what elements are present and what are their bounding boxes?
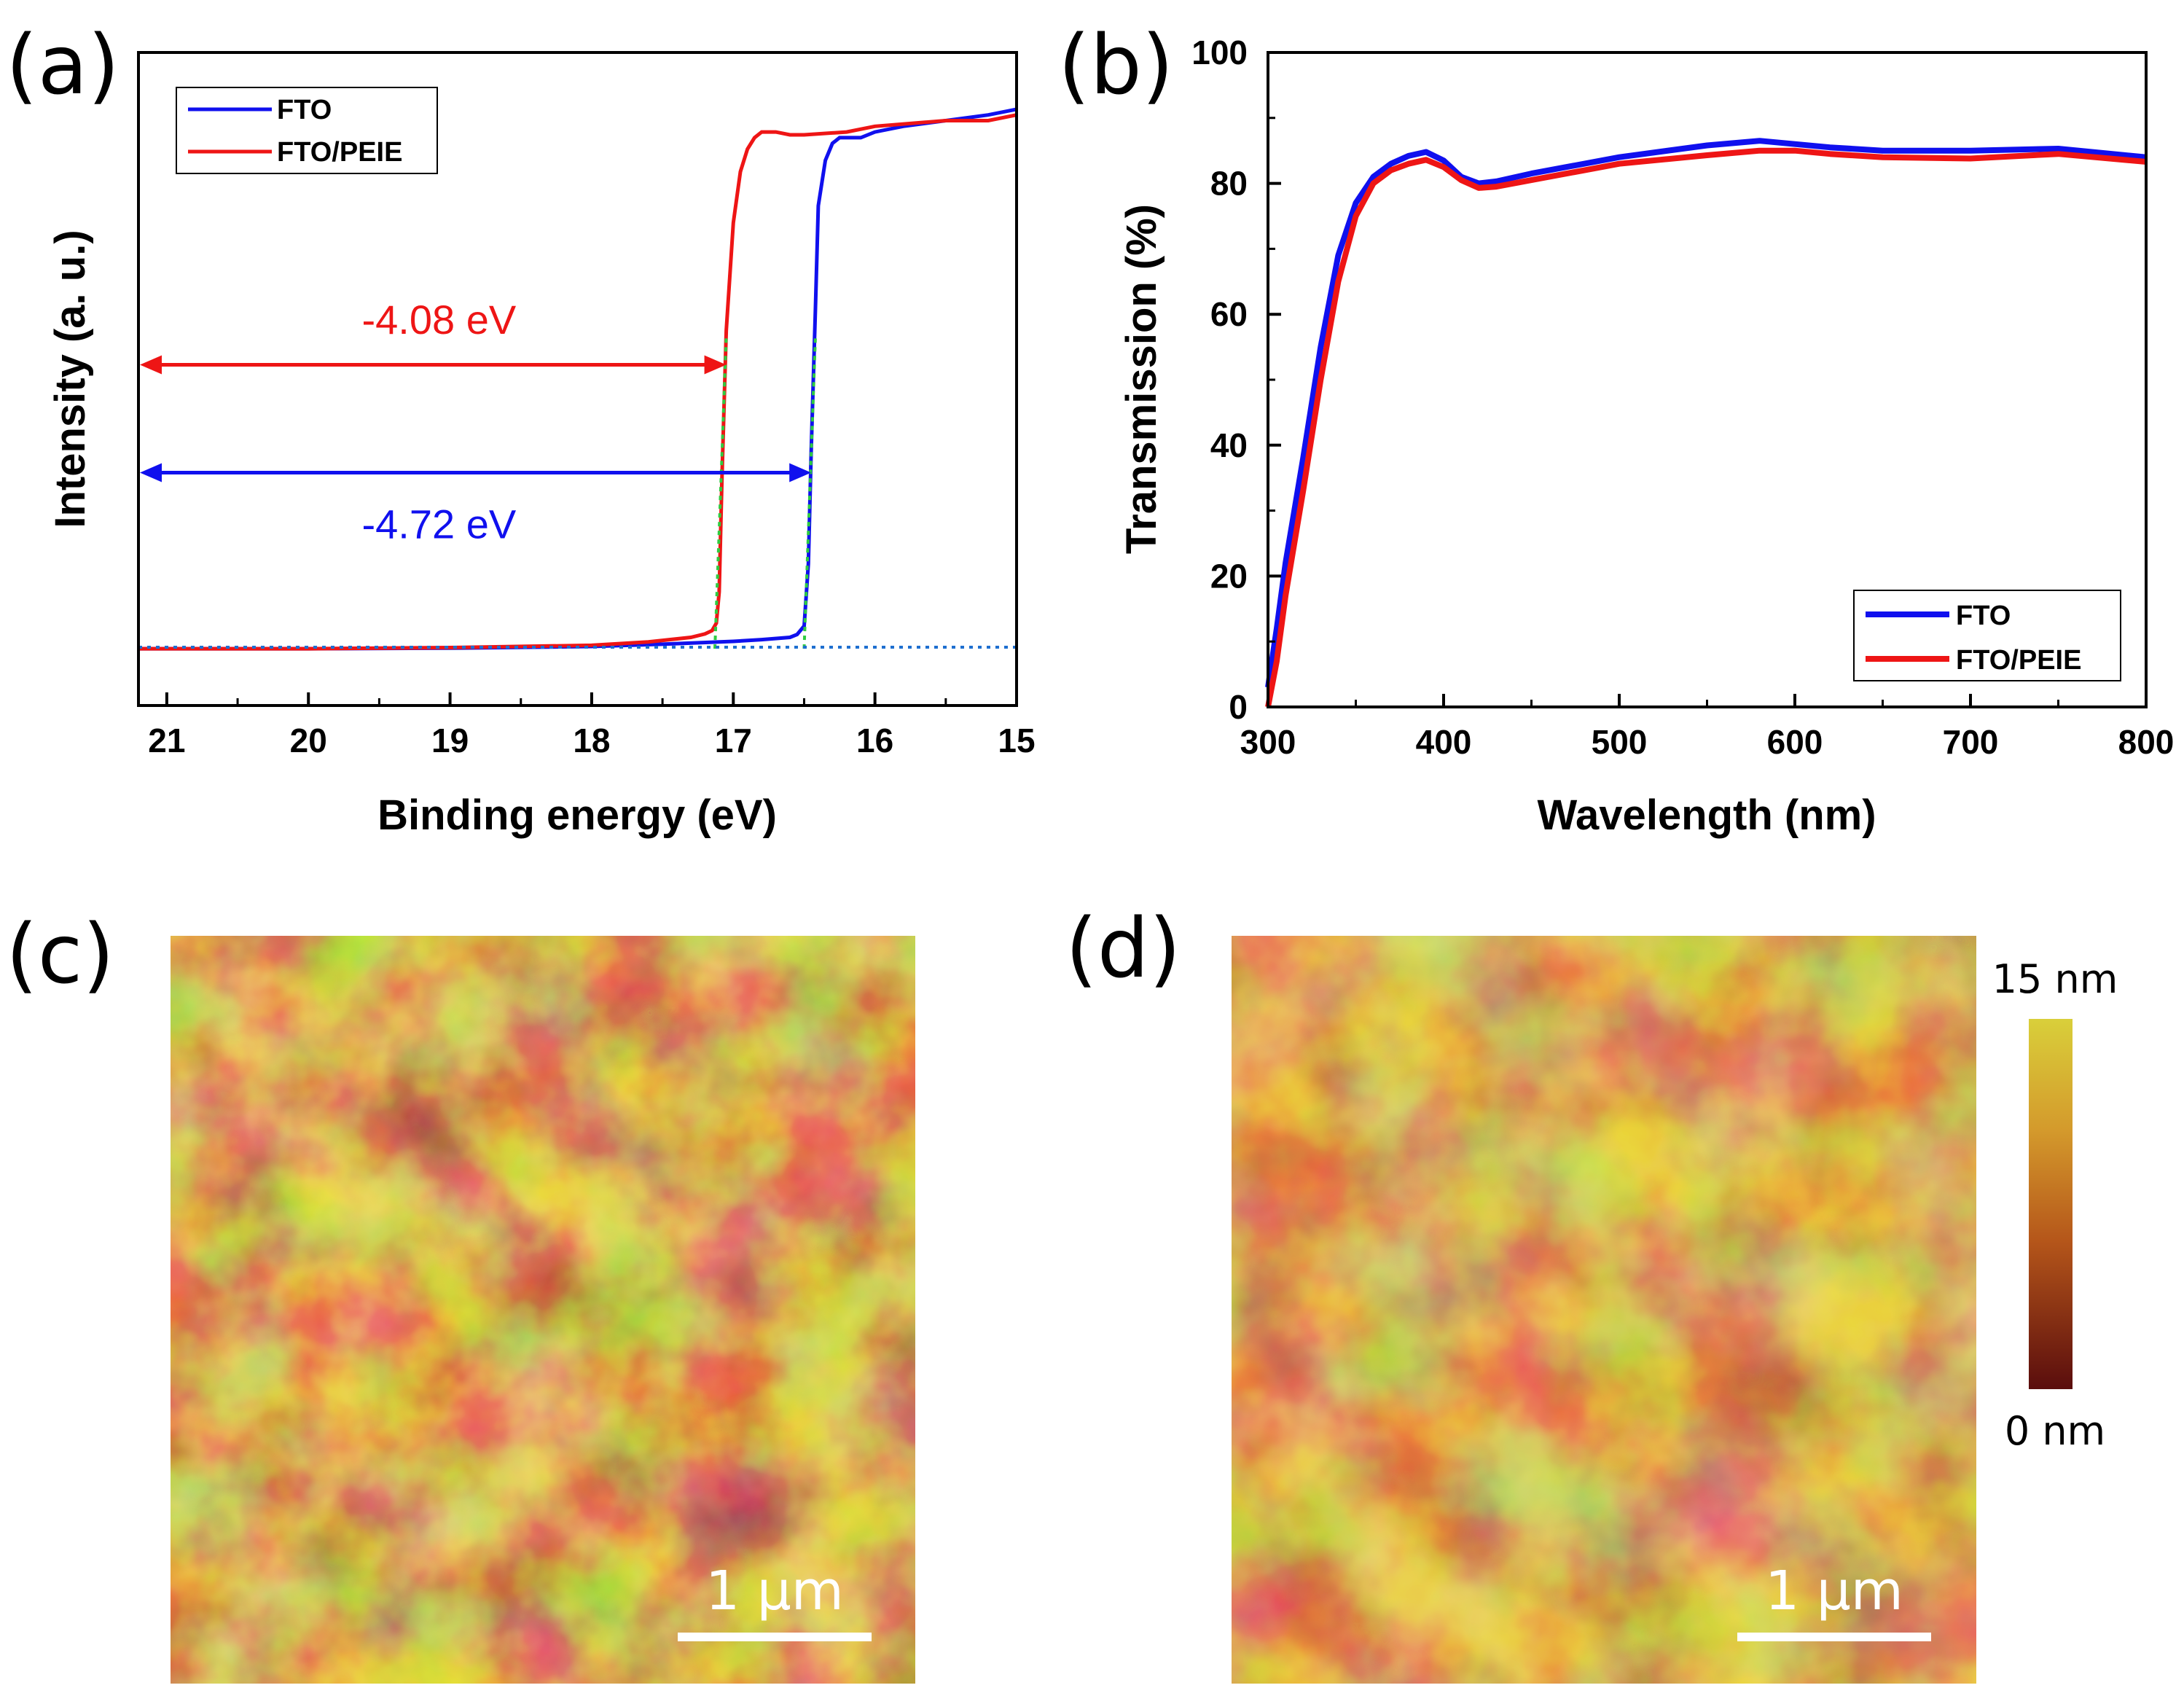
a-xtick-label-3: 18: [573, 722, 610, 759]
b-xtick-label-5: 800: [2118, 723, 2175, 761]
a-arrowhead-left-1: [140, 463, 162, 482]
a-ylabel: Intensity (a. u.): [47, 230, 94, 528]
b-legend-label-peie: FTO/PEIE: [1956, 645, 2081, 676]
b-xtick-label-1: 400: [1416, 723, 1472, 761]
b-ytick-label-5: 100: [1191, 34, 1248, 71]
a-arrowhead-right-1: [789, 463, 812, 482]
chart-b: 300 400 500 600 700 800 0 20 40 60 80 100 Wavelengt…: [1118, 34, 2174, 839]
chart-a: -4.08 eV -4.72 eV 21 20 19 18 17 16 15 Binding …: [47, 51, 1036, 839]
b-legend: FTO FTO/PEIE: [1853, 590, 2121, 681]
afm-image-d: 1 μm: [1232, 936, 1976, 1684]
a-legend-label-peie: FTO/PEIE: [277, 137, 402, 168]
b-xtick-label-4: 700: [1943, 723, 1999, 761]
panel-label-b: (b): [1058, 18, 1173, 113]
a-arrowhead-left-0: [140, 355, 162, 375]
a-series-line-1: [138, 113, 1017, 651]
panel-label-c: (c): [6, 907, 114, 1002]
b-ytick-label-1: 20: [1210, 557, 1248, 595]
b-xtick-label-3: 600: [1767, 723, 1823, 761]
a-plot-frame: [137, 51, 1018, 707]
a-xtick-label-6: 15: [998, 722, 1035, 759]
b-legend-box: [1853, 590, 2121, 681]
b-xlabel: Wavelength (nm): [1537, 792, 1876, 839]
b-ytick-label-3: 60: [1210, 295, 1248, 333]
colorbar-min-label: 0 nm: [2005, 1408, 2105, 1454]
panel-label-a: (a): [6, 18, 120, 113]
b-series-line-1: [1265, 147, 2147, 708]
colorbar: 15 nm 0 nm: [1992, 956, 2118, 1454]
b-ytick-label-2: 40: [1210, 426, 1248, 464]
a-legend-label-fto: FTO: [277, 95, 332, 125]
panel-label-d: (d): [1065, 902, 1181, 996]
a-arrowhead-right-0: [704, 355, 727, 375]
a-legend: FTO FTO/PEIE: [176, 87, 438, 174]
afm-d-topography: [1232, 936, 1976, 1684]
b-ytick-label-4: 80: [1210, 165, 1248, 203]
afm-c-scalebar-label: 1 μm: [705, 1560, 844, 1622]
a-annotation-label-1: -4.72 eV: [362, 501, 517, 547]
a-xtick-label-2: 19: [431, 722, 469, 759]
afm-image-c: 1 μm: [171, 936, 915, 1684]
colorbar-gradient: [2029, 1019, 2073, 1389]
b-ytick-label-0: 0: [1229, 688, 1248, 726]
a-xtick-label-1: 20: [290, 722, 327, 759]
a-xtick-label-5: 16: [856, 722, 893, 759]
a-legend-box: [176, 87, 438, 174]
a-xlabel: Binding energy (eV): [377, 792, 777, 839]
a-xtick-label-0: 21: [148, 722, 185, 759]
a-annotation-label-0: -4.08 eV: [362, 297, 517, 343]
afm-d-scalebar-label: 1 μm: [1765, 1560, 1903, 1622]
a-series-line-0: [138, 107, 1017, 651]
a-xtick-label-4: 17: [715, 722, 752, 759]
b-ylabel: Transmission (%): [1118, 204, 1165, 554]
b-xtick-label-2: 500: [1592, 723, 1648, 761]
afm-c-topography: [171, 936, 915, 1684]
b-legend-label-fto: FTO: [1956, 601, 2011, 631]
b-xtick-label-0: 300: [1240, 723, 1296, 761]
colorbar-max-label: 15 nm: [1992, 956, 2118, 1002]
